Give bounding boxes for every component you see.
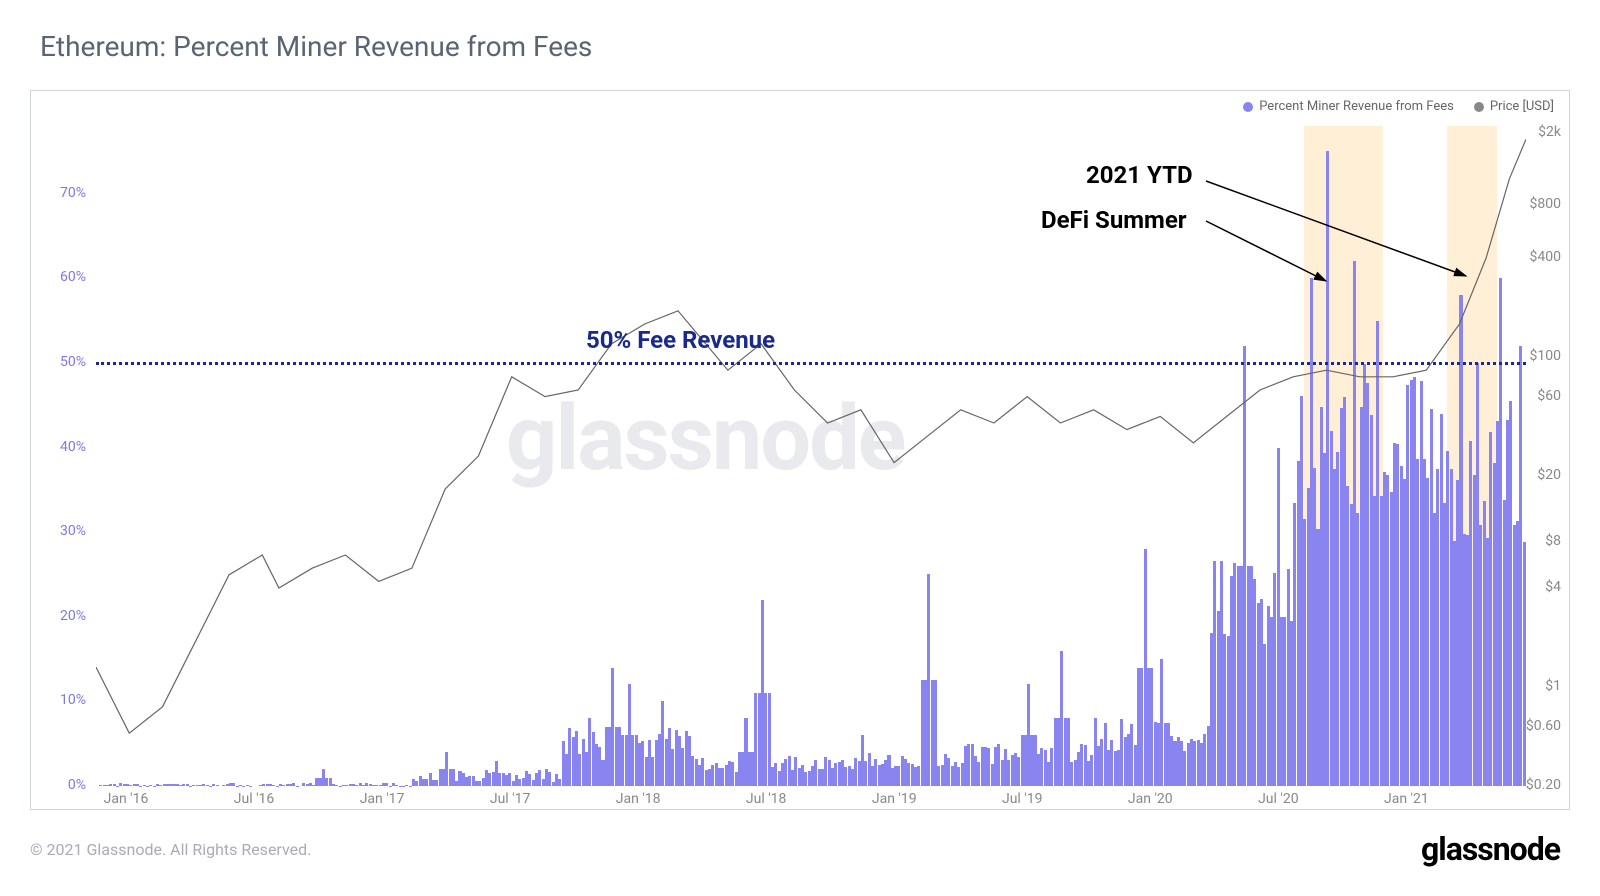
y-right-tick: $2k bbox=[1538, 124, 1561, 140]
y-right-tick: $8 bbox=[1545, 533, 1561, 549]
x-tick: Jul '16 bbox=[234, 791, 275, 807]
y-right-tick: $100 bbox=[1530, 348, 1561, 364]
price-line bbox=[96, 126, 1526, 786]
legend: Percent Miner Revenue from Fees Price [U… bbox=[1243, 99, 1554, 114]
y-right-tick: $0.20 bbox=[1526, 777, 1561, 793]
x-tick: Jul '19 bbox=[1002, 791, 1043, 807]
x-tick: Jan '21 bbox=[1384, 791, 1429, 807]
x-tick: Jul '17 bbox=[490, 791, 531, 807]
annotation-ytd: 2021 YTD bbox=[1086, 161, 1193, 189]
legend-item-fees: Percent Miner Revenue from Fees bbox=[1243, 99, 1454, 114]
y-right-tick: $20 bbox=[1537, 467, 1561, 483]
y-right-tick: $0.60 bbox=[1526, 718, 1561, 734]
y-right-tick: $400 bbox=[1530, 249, 1561, 265]
x-tick: Jan '17 bbox=[360, 791, 405, 807]
chart-title: Ethereum: Percent Miner Revenue from Fee… bbox=[0, 0, 1600, 63]
y-left-tick: 40% bbox=[36, 439, 86, 455]
plot-area: glassnode 50% Fee Revenue 2021 YTD DeFi … bbox=[96, 126, 1526, 786]
y-right-tick: $800 bbox=[1530, 196, 1561, 212]
legend-item-price: Price [USD] bbox=[1474, 99, 1554, 114]
y-left-tick: 60% bbox=[36, 269, 86, 285]
fifty-pct-line bbox=[96, 362, 1526, 365]
y-right-tick: $60 bbox=[1537, 388, 1561, 404]
y-right-tick: $1 bbox=[1545, 678, 1561, 694]
x-tick: Jul '18 bbox=[746, 791, 787, 807]
y-left-tick: 10% bbox=[36, 692, 86, 708]
y-left-tick: 0% bbox=[36, 777, 86, 793]
y-left-tick: 50% bbox=[36, 354, 86, 370]
x-tick: Jan '16 bbox=[104, 791, 149, 807]
x-tick: Jan '18 bbox=[616, 791, 661, 807]
y-left-tick: 30% bbox=[36, 523, 86, 539]
y-right-tick: $4 bbox=[1545, 579, 1561, 595]
y-left-tick: 70% bbox=[36, 185, 86, 201]
x-tick: Jan '20 bbox=[1128, 791, 1173, 807]
x-tick: Jan '19 bbox=[872, 791, 917, 807]
chart-frame: Percent Miner Revenue from Fees Price [U… bbox=[30, 90, 1570, 810]
brand-logo: glassnode bbox=[1421, 830, 1560, 868]
x-tick: Jul '20 bbox=[1258, 791, 1299, 807]
copyright: © 2021 Glassnode. All Rights Reserved. bbox=[30, 840, 311, 859]
annotation-defi: DeFi Summer bbox=[1041, 206, 1187, 234]
y-left-tick: 20% bbox=[36, 608, 86, 624]
annotation-50pct: 50% Fee Revenue bbox=[586, 326, 775, 354]
